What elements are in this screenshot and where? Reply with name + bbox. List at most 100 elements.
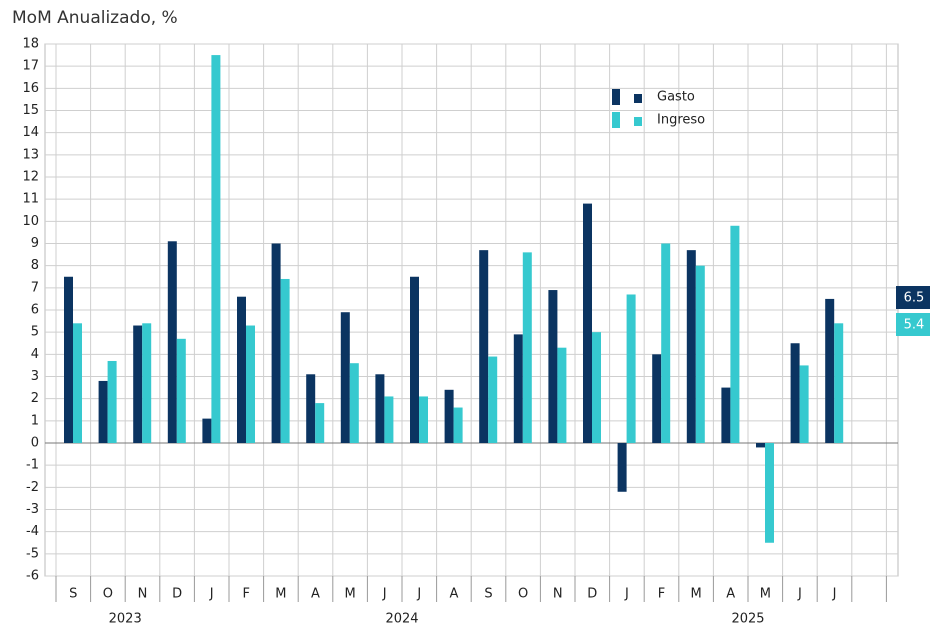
bar (315, 403, 325, 443)
bar (176, 338, 186, 443)
bar (237, 296, 246, 443)
bar (522, 252, 532, 443)
x-tick-label: A (726, 587, 735, 602)
x-tick-label: M (344, 587, 355, 602)
bar (721, 387, 731, 443)
bar (799, 365, 809, 443)
y-tick-label: 4 (31, 347, 39, 362)
x-tick-label: D (172, 587, 182, 602)
x-tick-label: M (275, 587, 286, 602)
bar (790, 343, 800, 443)
bar (107, 360, 117, 443)
bar (479, 250, 489, 443)
legend-label: Gasto (657, 90, 695, 105)
legend-square (634, 94, 642, 103)
x-tick-label: S (69, 587, 77, 602)
y-tick-label: -4 (26, 524, 39, 539)
bar (453, 407, 463, 443)
y-tick-label: 11 (22, 192, 39, 207)
legend-bar (612, 112, 620, 128)
x-tick-label: S (484, 587, 492, 602)
bar (695, 265, 705, 443)
y-tick-label: 16 (22, 81, 39, 96)
bar (142, 323, 152, 443)
bar (133, 325, 143, 443)
bar (583, 203, 592, 443)
bar (444, 389, 454, 443)
x-tick-label: F (658, 587, 665, 602)
bar (661, 243, 671, 443)
y-tick-label: 14 (22, 125, 39, 140)
y-tick-label: 1 (31, 413, 39, 428)
year-label: 2023 (109, 612, 142, 627)
bar (617, 443, 627, 492)
x-tick-label: M (760, 587, 771, 602)
year-label: 2024 (385, 612, 418, 627)
bar (64, 276, 73, 443)
y-tick-label: 15 (22, 103, 39, 118)
x-tick-label: N (138, 587, 148, 602)
legend-label: Ingreso (657, 113, 705, 128)
bar (375, 374, 385, 443)
bar (167, 241, 177, 443)
bar (98, 380, 108, 443)
bar (410, 276, 419, 443)
last-value-label: 6.5 (904, 291, 925, 306)
bar (765, 443, 774, 543)
y-tick-label: -3 (26, 502, 39, 517)
bar (306, 374, 316, 443)
legend-square (634, 117, 642, 126)
bar (834, 323, 844, 443)
y-tick-label: 3 (31, 369, 39, 384)
x-tick-label: O (518, 587, 528, 602)
y-tick-label: 13 (22, 147, 39, 162)
x-tick-label: J (624, 587, 629, 602)
bar (592, 332, 601, 443)
y-tick-label: 9 (31, 236, 39, 251)
year-label: 2025 (731, 612, 764, 627)
bar (419, 396, 428, 443)
bar (271, 243, 281, 443)
y-tick-label: 18 (22, 37, 39, 52)
badge-bg (896, 313, 930, 336)
y-tick-label: 5 (31, 325, 39, 340)
last-value-label: 5.4 (904, 318, 925, 333)
bar (280, 278, 290, 443)
x-tick-label: J (797, 587, 802, 602)
bar (202, 418, 212, 443)
x-tick-label: F (243, 587, 250, 602)
x-tick-label: J (209, 587, 214, 602)
y-tick-label: 7 (31, 280, 39, 295)
y-tick-label: 17 (22, 59, 39, 74)
x-tick-label: D (587, 587, 597, 602)
y-tick-label: 0 (31, 436, 39, 451)
x-tick-label: O (103, 587, 113, 602)
bar (626, 294, 636, 443)
bar (756, 443, 765, 448)
bar (211, 55, 221, 443)
y-tick-label: 12 (22, 170, 39, 185)
bar (488, 356, 498, 443)
y-tick-label: 6 (31, 303, 39, 318)
bar (349, 363, 359, 443)
bar (513, 334, 523, 443)
bar (557, 347, 567, 443)
bar (825, 298, 835, 443)
x-tick-label: J (382, 587, 387, 602)
x-tick-label: A (449, 587, 458, 602)
bar (730, 225, 740, 443)
bar (384, 396, 394, 443)
bar (548, 290, 558, 443)
bar (686, 250, 696, 443)
x-tick-label: N (553, 587, 563, 602)
x-tick-label: J (416, 587, 421, 602)
x-tick-label: A (311, 587, 320, 602)
y-tick-label: -5 (26, 546, 39, 561)
x-tick-label: J (832, 587, 837, 602)
legend-bar (612, 89, 620, 105)
x-tick-label: M (690, 587, 701, 602)
bar (340, 312, 350, 443)
bar (246, 325, 255, 443)
y-tick-label: 8 (31, 258, 39, 273)
